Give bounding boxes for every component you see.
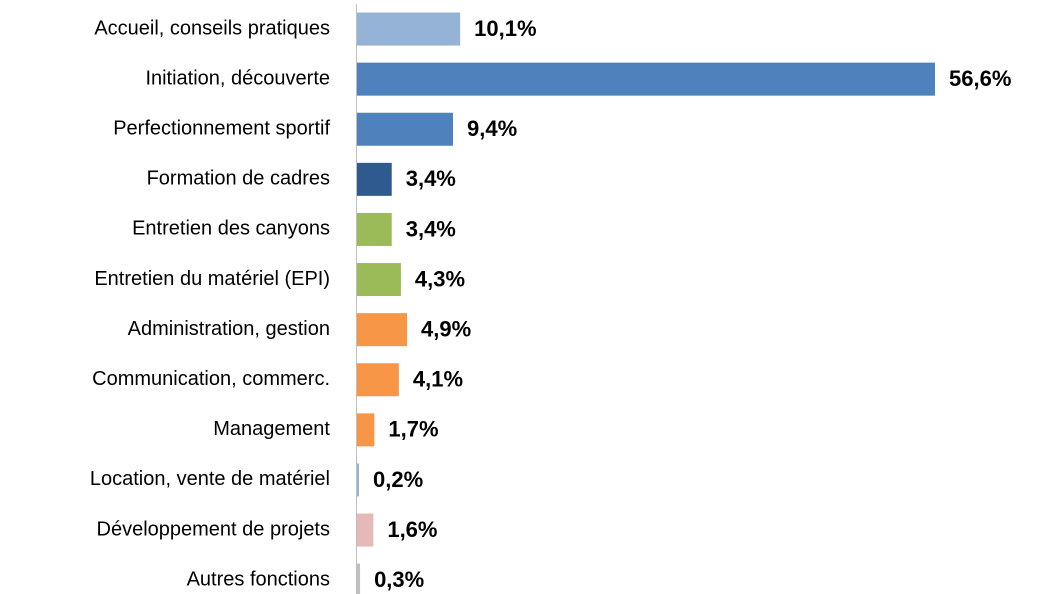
category-label: Accueil, conseils pratiques (94, 17, 330, 39)
value-label: 4,3% (415, 266, 465, 291)
category-label: Administration, gestion (128, 318, 330, 340)
category-label: Entretien des canyons (132, 218, 330, 240)
bar (357, 62, 935, 96)
category-label: Communication, commerc. (92, 368, 330, 390)
bar (357, 363, 399, 397)
value-label: 3,4% (406, 216, 456, 241)
value-label: 9,4% (467, 116, 517, 141)
value-label: 1,6% (387, 517, 437, 542)
category-label: Entretien du matériel (EPI) (94, 268, 330, 290)
category-label: Location, vente de matériel (90, 468, 330, 490)
value-label: 0,2% (373, 467, 423, 492)
value-label: 3,4% (406, 166, 456, 191)
category-label: Management (213, 418, 330, 440)
bar (357, 413, 375, 447)
value-label: 4,9% (421, 316, 471, 341)
bar (357, 12, 461, 46)
bar (357, 563, 361, 594)
category-label: Développement de projets (97, 518, 330, 540)
value-label: 0,3% (374, 567, 424, 592)
bar (357, 463, 360, 497)
category-label: Formation de cadres (147, 168, 330, 190)
bar (357, 162, 392, 196)
value-label: 4,1% (413, 367, 463, 392)
bar (357, 212, 392, 246)
value-label: 10,1% (474, 16, 536, 41)
category-label: Perfectionnement sportif (113, 118, 330, 140)
bar (357, 313, 408, 347)
category-label: Initiation, découverte (145, 67, 330, 89)
category-label: Autres fonctions (187, 568, 330, 590)
bar (357, 112, 453, 146)
value-label: 56,6% (949, 66, 1011, 91)
value-label: 1,7% (388, 417, 438, 442)
bar (357, 263, 401, 297)
bar (357, 513, 374, 547)
